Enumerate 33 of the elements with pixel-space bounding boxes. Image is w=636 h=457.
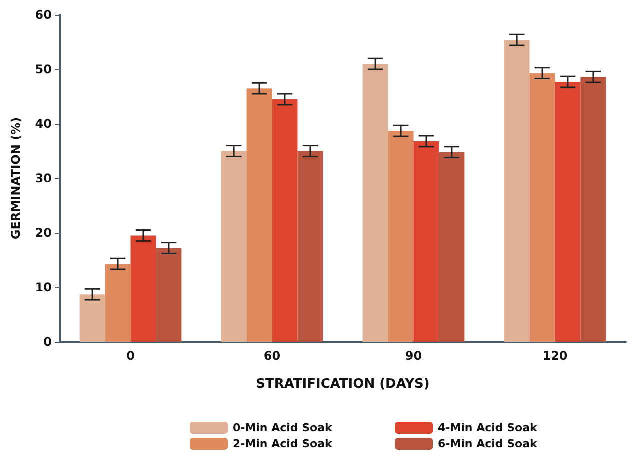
legend-label: 4-Min Acid Soak <box>438 422 538 434</box>
bar <box>504 40 530 342</box>
bar <box>530 73 556 342</box>
bar <box>555 82 581 342</box>
y-tick-label: 60 <box>35 8 52 22</box>
y-tick-label: 0 <box>44 335 52 349</box>
bar <box>80 294 106 342</box>
bar <box>298 151 324 342</box>
bar <box>580 77 606 342</box>
legend-label: 6-Min Acid Soak <box>438 438 538 450</box>
bar <box>156 248 182 342</box>
y-tick-label: 30 <box>35 172 52 186</box>
x-tick-label: 90 <box>405 349 422 363</box>
legend-label: 2-Min Acid Soak <box>233 438 334 450</box>
x-tick-label: 60 <box>264 349 281 363</box>
bar <box>439 152 465 342</box>
x-tick-label: 120 <box>542 349 568 363</box>
y-axis-title: GERMINATION (%) <box>9 117 23 240</box>
bar <box>272 99 298 342</box>
bar <box>388 131 414 342</box>
y-tick-label: 10 <box>35 280 52 294</box>
bar <box>105 264 131 342</box>
y-tick-label: 20 <box>35 226 52 240</box>
legend-label: 0-Min Acid Soak <box>233 422 334 434</box>
y-tick-label: 50 <box>35 62 52 76</box>
bar <box>221 151 247 342</box>
y-tick-label: 40 <box>35 117 52 131</box>
bar <box>246 88 272 342</box>
x-axis-title: STRATIFICATION (DAYS) <box>256 377 430 392</box>
bar <box>414 141 440 342</box>
x-tick-label: 0 <box>126 349 135 363</box>
bar <box>130 236 156 342</box>
bar <box>362 64 388 342</box>
